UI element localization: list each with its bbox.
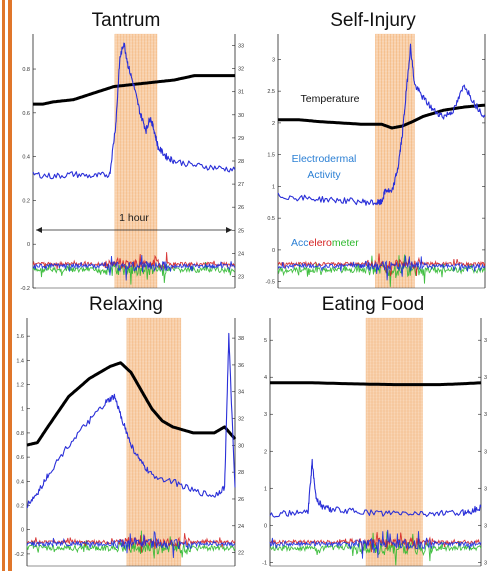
left-tick-label: 5 (264, 338, 267, 344)
right-tick-label: 34 (238, 390, 244, 396)
left-tick-label: 0 (264, 523, 267, 529)
temperature-line (270, 381, 482, 387)
right-tick-label: 3 (484, 449, 487, 455)
right-tick-label: 3 (484, 375, 487, 381)
one-hour-label: 1 hour (119, 212, 149, 224)
right-tick-label: 3 (484, 412, 487, 418)
left-tick-label: 1.6 (16, 334, 24, 340)
panel-title: Tantrum (92, 10, 161, 31)
left-tick-label: 0 (27, 242, 30, 248)
left-tick-label: 0.6 (16, 455, 24, 461)
temperature-label: Temperature (301, 93, 360, 105)
left-tick-label: 0.4 (16, 479, 24, 485)
left-tick-label: 0.2 (16, 504, 24, 510)
panel-title: Relaxing (89, 294, 163, 315)
right-tick-label: 24 (238, 524, 244, 530)
accelerometer-acc_y-line (26, 530, 236, 559)
accelerometer-label: Accelerometer (291, 237, 359, 249)
left-tick-label: 1.2 (16, 383, 24, 389)
left-tick-label: 1 (21, 407, 24, 413)
accelerometer-acc_z-line (32, 261, 236, 285)
right-tick-label: 3 (484, 560, 487, 566)
right-tick-label: 26 (238, 497, 244, 503)
left-tick-label: -1 (262, 560, 267, 566)
temperature-line (278, 103, 486, 130)
left-tick-label: 0.8 (22, 67, 30, 73)
left-tick-label: 0.2 (22, 198, 30, 204)
right-tick-label: 32 (238, 67, 244, 73)
left-tick-label: 0.5 (267, 216, 275, 222)
left-tick-label: 0.8 (16, 431, 24, 437)
right-tick-label: 25 (238, 228, 244, 234)
left-tick-label: 0.6 (22, 111, 30, 117)
right-tick-label: 26 (238, 205, 244, 211)
left-tick-label: 1.4 (16, 358, 24, 364)
accelerometer-acc_y-line (269, 529, 482, 559)
panel-title: Eating Food (322, 294, 424, 315)
accelerometer-acc_z-line (269, 531, 482, 566)
left-tick-label: 2 (264, 449, 267, 455)
eda-line (277, 43, 486, 206)
chart-panel-1: Tantrum 0.8 0.6 0.4 0.2 0 -0.2 33 32 31 30 29 28 27 26… (21, 10, 245, 292)
highlight-band (366, 318, 423, 566)
left-tick-label: -0.2 (21, 286, 30, 292)
right-tick-label: 28 (238, 159, 244, 165)
right-tick-label: 31 (238, 90, 244, 96)
eda-line (26, 332, 236, 509)
left-tick-label: 2.5 (267, 89, 275, 95)
accelerometer-acc_x-line (32, 252, 236, 272)
chart-panel-3: Relaxing 1.6 1.4 1.2 1 0.8 0.6 0.4 0.2 0 -0.2 38 36 3… (15, 294, 244, 567)
left-tick-label: -0.5 (266, 280, 275, 286)
right-tick-label: 33 (238, 44, 244, 50)
chart-panel-2: Self-Injury 3 2.5 2 1.5 1 0.5 0 -0.5 (266, 10, 486, 289)
left-tick-label: 3 (264, 412, 267, 418)
left-tick-label: 0 (21, 528, 24, 534)
right-tick-label: 24 (238, 251, 244, 257)
orange-frame-bar (0, 0, 14, 571)
right-tick-label: 3 (484, 338, 487, 344)
left-tick-label: 0 (272, 248, 275, 254)
arrow-head-left (36, 227, 42, 233)
accelerometer-acc_y-line (277, 255, 486, 281)
highlight-band (114, 34, 158, 288)
left-tick-label: -0.2 (15, 552, 24, 558)
eda-label-line2: Activity (307, 169, 341, 181)
right-tick-label: 32 (238, 417, 244, 423)
right-tick-label: 23 (238, 274, 244, 280)
accelerometer-label-part: elero (309, 237, 333, 249)
right-tick-label: 28 (238, 470, 244, 476)
right-tick-label: 36 (238, 363, 244, 369)
arrow-head-right (226, 227, 232, 233)
temperature-line (32, 74, 236, 106)
left-tick-label: 4 (264, 375, 267, 381)
right-tick-label: 27 (238, 182, 244, 188)
left-tick-label: 3 (272, 57, 275, 63)
left-tick-label: 1 (272, 184, 275, 190)
right-tick-label: 22 (238, 551, 244, 557)
left-tick-label: 2 (272, 121, 275, 127)
left-tick-label: 1.5 (267, 153, 275, 159)
accelerometer-acc_y-line (32, 254, 236, 281)
temperature-line (26, 361, 237, 447)
right-tick-label: 3 (484, 486, 487, 492)
right-tick-label: 38 (238, 336, 244, 342)
self-injury-annotations: Temperature Electrodermal Activity Accelero… (291, 93, 360, 249)
right-tick-label: 29 (238, 136, 244, 142)
panel-title: Self-Injury (330, 10, 416, 31)
left-tick-label: 0.4 (22, 155, 30, 161)
accelerometer-label-part: Acc (291, 237, 309, 249)
left-tick-label: 1 (264, 486, 267, 492)
right-tick-label: 30 (238, 113, 244, 119)
eda-label-line1: Electrodermal (292, 153, 357, 165)
eda-line (269, 458, 482, 518)
accelerometer-label-part: meter (332, 237, 359, 249)
right-tick-label: 30 (238, 443, 244, 449)
chart-panel-4: Eating Food 5 4 3 2 1 0 -1 3 3 3 3 3 3 3 (262, 294, 487, 567)
accelerometer-acc_z-line (26, 530, 236, 559)
tantrum-annotations: 1 hour (36, 212, 232, 233)
eda-line (32, 42, 236, 180)
right-tick-label: 3 (484, 523, 487, 529)
